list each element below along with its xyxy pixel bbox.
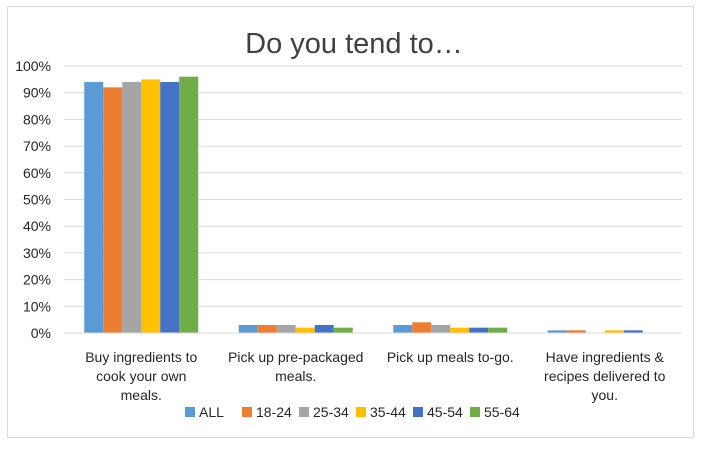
bar-25-34 xyxy=(276,324,296,333)
legend-swatch xyxy=(242,407,252,417)
bar-all xyxy=(238,324,258,333)
bar-18-24 xyxy=(103,87,123,333)
legend-item: 25-34 xyxy=(299,404,349,420)
category-labels: Buy ingredients to cook your own meals. Pic… xyxy=(85,349,665,403)
bar-45-54 xyxy=(160,82,180,334)
bar-25-34 xyxy=(431,324,451,333)
legend-label: 55-64 xyxy=(484,404,520,420)
bar-45-54 xyxy=(314,324,334,333)
legend-swatch xyxy=(356,407,366,417)
bar-all xyxy=(84,82,104,334)
y-tick-label: 0% xyxy=(31,325,51,341)
bar-18-24 xyxy=(412,322,432,333)
bars xyxy=(84,76,643,334)
y-tick-label: 80% xyxy=(23,111,51,127)
y-tick-label: 20% xyxy=(23,272,51,288)
y-tick-label: 100% xyxy=(15,58,51,74)
bar-35-44 xyxy=(141,79,161,333)
category-label: Pick up meals to-go. xyxy=(387,349,514,365)
category-label: Pick up pre-packaged meals. xyxy=(228,349,363,384)
bar-35-44 xyxy=(295,327,315,333)
y-tick-label: 60% xyxy=(23,165,51,181)
legend-label: 25-34 xyxy=(313,404,349,420)
legend-item: ALL xyxy=(185,404,224,420)
category-label: Buy ingredients to cook your own meals. xyxy=(85,349,197,403)
bar-55-64 xyxy=(488,327,508,333)
legend-label: 18-24 xyxy=(256,404,292,420)
legend-item: 55-64 xyxy=(470,404,520,420)
y-tick-label: 90% xyxy=(23,85,51,101)
legend-label: ALL xyxy=(199,404,224,420)
legend-swatch xyxy=(299,407,309,417)
legend-item: 45-54 xyxy=(413,404,463,420)
bar-all xyxy=(547,330,567,333)
y-axis-tick-labels: 0% 10% 20% 30% 40% 50% 60% 70% 80% 90% 100% xyxy=(15,58,51,341)
bar-45-54 xyxy=(469,327,489,333)
bar-35-44 xyxy=(604,330,624,333)
legend-label: 35-44 xyxy=(370,404,406,420)
bar-45-54 xyxy=(623,330,643,333)
bar-35-44 xyxy=(450,327,470,333)
bar-all xyxy=(393,324,413,333)
bar-18-24 xyxy=(566,330,586,333)
bar-18-24 xyxy=(257,324,277,333)
legend-label: 45-54 xyxy=(427,404,463,420)
bar-55-64 xyxy=(179,76,199,334)
y-tick-label: 10% xyxy=(23,298,51,314)
legend-swatch xyxy=(413,407,423,417)
legend-item: 18-24 xyxy=(242,404,292,420)
y-tick-label: 30% xyxy=(23,245,51,261)
legend-swatch xyxy=(470,407,480,417)
legend-swatch xyxy=(185,407,195,417)
y-tick-label: 50% xyxy=(23,192,51,208)
y-tick-label: 40% xyxy=(23,218,51,234)
legend-item: 35-44 xyxy=(356,404,406,420)
bar-25-34 xyxy=(122,82,142,334)
bar-55-64 xyxy=(333,327,353,333)
legend: ALL 18-24 25-34 35-44 45-54 55-64 xyxy=(185,404,520,420)
chart-title: Do you tend to… xyxy=(245,28,463,60)
y-tick-label: 70% xyxy=(23,138,51,154)
category-label: Have ingredients & recipes delivered to yo… xyxy=(544,349,666,403)
